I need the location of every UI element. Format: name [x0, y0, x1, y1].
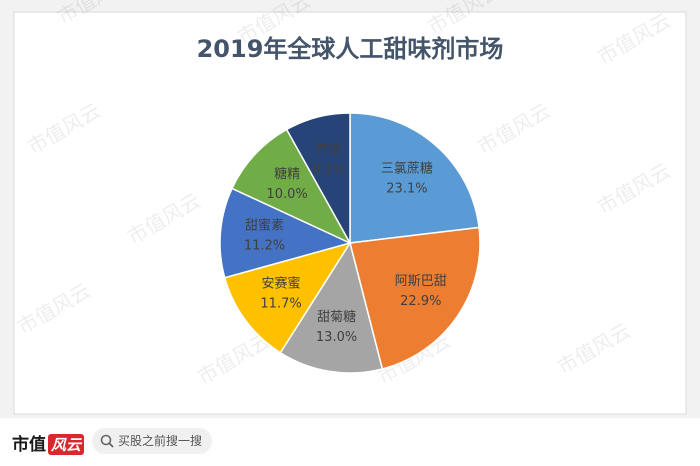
value-label: 8.1%: [312, 162, 345, 177]
pie-slice: [231, 128, 352, 245]
chart-title: 2019年全球人工甜味剂市场: [197, 35, 504, 63]
logo[interactable]: 市值 风云: [12, 430, 85, 455]
value-label: 10.0%: [266, 187, 307, 202]
value-label: 13.0%: [316, 330, 357, 345]
slice-label: 阿斯巴甜: [395, 273, 447, 289]
pie-slice: [223, 241, 352, 354]
logo-main: 市值: [12, 435, 46, 455]
slice-label: 糖精: [274, 166, 300, 182]
slice-label: 三氯蔗糖: [381, 160, 433, 176]
search-placeholder: 买股之前搜一搜: [118, 434, 203, 448]
value-label: 22.9%: [400, 294, 441, 309]
pie-slice: [219, 187, 353, 279]
value-label: 11.2%: [244, 238, 285, 253]
search-box[interactable]: 买股之前搜一搜: [92, 428, 212, 454]
slice-label: 其他: [315, 142, 341, 157]
pie-slice: [349, 226, 481, 370]
slice-label: 甜菊糖: [317, 309, 356, 325]
logo-accent: 风云: [48, 434, 85, 455]
footer: 市值 风云 买股之前搜一搜: [0, 418, 700, 466]
search-icon: [100, 434, 114, 448]
pie-slice: [279, 241, 384, 374]
slice-label: 安赛蜜: [262, 276, 301, 292]
value-label: 11.7%: [260, 297, 301, 312]
pie-slice: [285, 112, 351, 246]
pie: 三氯蔗糖 23.1% 阿斯巴甜 22.9% 甜菊糖 13.0% 安赛蜜 11.7% 甜蜜素 11.…: [219, 112, 481, 374]
value-label: 23.1%: [386, 181, 427, 196]
pie-slice: [349, 112, 480, 244]
slice-label: 甜蜜素: [245, 217, 284, 233]
